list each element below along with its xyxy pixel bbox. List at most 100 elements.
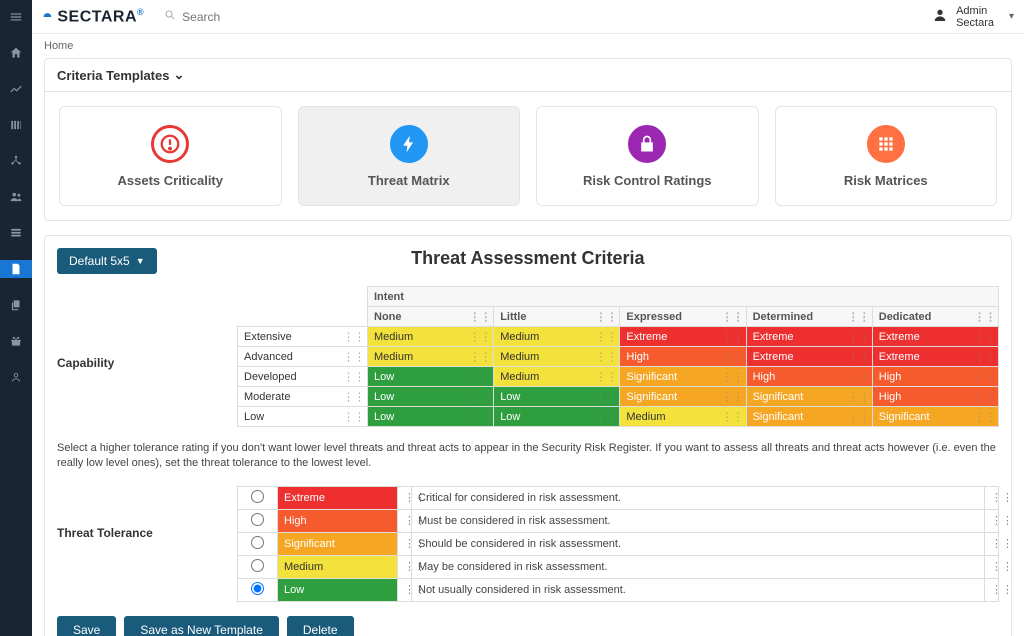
panel-title[interactable]: Criteria Templates ⌄ <box>44 58 1012 92</box>
drag-handle-icon[interactable]: ⋮⋮ <box>974 410 996 423</box>
drag-handle-icon[interactable]: ⋮⋮ <box>469 310 491 323</box>
drag-handle-icon[interactable]: ⋮⋮ <box>469 350 491 363</box>
drag-handle-icon[interactable]: ⋮⋮ <box>991 492 1013 504</box>
matrix-cell[interactable]: Medium⋮⋮ <box>368 347 494 367</box>
gift-icon[interactable] <box>0 332 32 350</box>
drag-handle-icon[interactable]: ⋮⋮ <box>848 370 870 383</box>
breadcrumb[interactable]: Home <box>32 34 1024 58</box>
drag-handle-icon[interactable]: ⋮⋮ <box>974 390 996 403</box>
matrix-cell[interactable]: Significant⋮⋮ <box>620 387 746 407</box>
drag-handle-icon[interactable]: ⋮⋮ <box>343 370 365 383</box>
intent-header: Intent <box>368 287 999 307</box>
list-icon[interactable] <box>0 224 32 242</box>
trend-icon[interactable] <box>0 80 32 98</box>
profile-icon[interactable] <box>0 368 32 386</box>
chevron-down-icon: ⌄ <box>173 67 184 83</box>
tolerance-radio[interactable] <box>251 582 264 595</box>
drag-handle-icon[interactable]: ⋮⋮ <box>974 370 996 383</box>
matrix-cell[interactable]: Low⋮⋮ <box>368 387 494 407</box>
search-input[interactable] <box>182 10 332 24</box>
matrix-cell[interactable]: Significant⋮⋮ <box>872 407 998 427</box>
matrix-cell[interactable]: Medium⋮⋮ <box>620 407 746 427</box>
drag-handle-icon[interactable]: ⋮⋮ <box>469 410 491 423</box>
drag-handle-icon[interactable]: ⋮⋮ <box>595 310 617 323</box>
library-icon[interactable] <box>0 116 32 134</box>
drag-handle-icon[interactable]: ⋮⋮ <box>722 370 744 383</box>
template-card[interactable]: Risk Control Ratings <box>536 106 759 206</box>
matrix-cell[interactable]: Extreme⋮⋮ <box>620 327 746 347</box>
user-menu[interactable]: Admin Sectara ▾ <box>932 5 1014 29</box>
hierarchy-icon[interactable] <box>0 152 32 170</box>
drag-handle-icon[interactable]: ⋮⋮ <box>343 410 365 423</box>
tolerance-radio[interactable] <box>251 513 264 526</box>
tolerance-level: Low <box>278 578 398 601</box>
matrix-cell[interactable]: Medium⋮⋮ <box>494 347 620 367</box>
drag-handle-icon[interactable]: ⋮⋮ <box>343 330 365 343</box>
copy-icon[interactable] <box>0 296 32 314</box>
tolerance-radio[interactable] <box>251 536 264 549</box>
drag-handle-icon[interactable]: ⋮⋮ <box>469 330 491 343</box>
matrix-cell[interactable]: High⋮⋮ <box>872 367 998 387</box>
users-icon[interactable] <box>0 188 32 206</box>
save-button[interactable]: Save <box>57 616 116 636</box>
drag-handle-icon[interactable]: ⋮⋮ <box>991 538 1013 550</box>
home-icon[interactable] <box>0 44 32 62</box>
drag-handle-icon[interactable]: ⋮⋮ <box>595 410 617 423</box>
matrix-cell[interactable]: Significant⋮⋮ <box>746 407 872 427</box>
template-card[interactable]: Threat Matrix <box>298 106 521 206</box>
menu-toggle-icon[interactable] <box>0 8 32 26</box>
drag-handle-icon[interactable]: ⋮⋮ <box>848 310 870 323</box>
tolerance-radio[interactable] <box>251 490 264 503</box>
caret-down-icon: ▼ <box>136 256 145 266</box>
drag-handle-icon[interactable]: ⋮⋮ <box>595 390 617 403</box>
matrix-cell[interactable]: Extreme⋮⋮ <box>872 347 998 367</box>
template-card[interactable]: Risk Matrices <box>775 106 998 206</box>
drag-handle-icon[interactable]: ⋮⋮ <box>848 330 870 343</box>
drag-handle-icon[interactable]: ⋮⋮ <box>974 310 996 323</box>
drag-handle-icon[interactable]: ⋮⋮ <box>991 584 1013 596</box>
matrix-cell[interactable]: Extreme⋮⋮ <box>746 347 872 367</box>
matrix-cell[interactable]: Low⋮⋮ <box>368 367 494 387</box>
save-as-button[interactable]: Save as New Template <box>124 616 279 636</box>
delete-button[interactable]: Delete <box>287 616 354 636</box>
drag-handle-icon[interactable]: ⋮⋮ <box>343 390 365 403</box>
matrix-cell[interactable]: Medium⋮⋮ <box>494 367 620 387</box>
drag-handle-icon[interactable]: ⋮⋮ <box>848 350 870 363</box>
matrix-cell[interactable]: Significant⋮⋮ <box>746 387 872 407</box>
drag-handle-icon[interactable]: ⋮⋮ <box>974 330 996 343</box>
matrix-cell[interactable]: Significant⋮⋮ <box>620 367 746 387</box>
drag-handle-icon[interactable]: ⋮⋮ <box>974 350 996 363</box>
template-card[interactable]: Assets Criticality <box>59 106 282 206</box>
default-dropdown[interactable]: Default 5x5 ▼ <box>57 248 157 274</box>
section-title: Threat Assessment Criteria <box>177 248 879 269</box>
matrix-cell[interactable]: Low⋮⋮ <box>494 387 620 407</box>
drag-handle-icon[interactable]: ⋮⋮ <box>991 561 1013 573</box>
matrix-cell[interactable]: High⋮⋮ <box>872 387 998 407</box>
drag-handle-icon[interactable]: ⋮⋮ <box>722 310 744 323</box>
drag-handle-icon[interactable]: ⋮⋮ <box>722 390 744 403</box>
drag-handle-icon[interactable]: ⋮⋮ <box>595 350 617 363</box>
drag-handle-icon[interactable]: ⋮⋮ <box>595 370 617 383</box>
drag-handle-icon[interactable]: ⋮⋮ <box>469 370 491 383</box>
matrix-cell[interactable]: High⋮⋮ <box>620 347 746 367</box>
drag-handle-icon[interactable]: ⋮⋮ <box>991 515 1013 527</box>
matrix-cell[interactable]: Medium⋮⋮ <box>368 327 494 347</box>
matrix-cell[interactable]: Low⋮⋮ <box>368 407 494 427</box>
card-icon <box>628 125 666 163</box>
matrix-cell[interactable]: High⋮⋮ <box>746 367 872 387</box>
drag-handle-icon[interactable]: ⋮⋮ <box>848 410 870 423</box>
matrix-cell[interactable]: Extreme⋮⋮ <box>872 327 998 347</box>
drag-handle-icon[interactable]: ⋮⋮ <box>848 390 870 403</box>
drag-handle-icon[interactable]: ⋮⋮ <box>722 330 744 343</box>
drag-handle-icon[interactable]: ⋮⋮ <box>343 350 365 363</box>
tolerance-radio[interactable] <box>251 559 264 572</box>
matrix-cell[interactable]: Medium⋮⋮ <box>494 327 620 347</box>
matrix-cell[interactable]: Extreme⋮⋮ <box>746 327 872 347</box>
tolerance-label: Threat Tolerance <box>57 486 237 540</box>
drag-handle-icon[interactable]: ⋮⋮ <box>722 350 744 363</box>
drag-handle-icon[interactable]: ⋮⋮ <box>595 330 617 343</box>
drag-handle-icon[interactable]: ⋮⋮ <box>469 390 491 403</box>
drag-handle-icon[interactable]: ⋮⋮ <box>722 410 744 423</box>
matrix-cell[interactable]: Low⋮⋮ <box>494 407 620 427</box>
document-icon[interactable] <box>0 260 32 278</box>
